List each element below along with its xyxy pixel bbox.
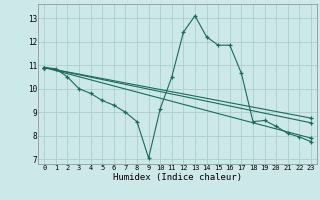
X-axis label: Humidex (Indice chaleur): Humidex (Indice chaleur) [113, 173, 242, 182]
